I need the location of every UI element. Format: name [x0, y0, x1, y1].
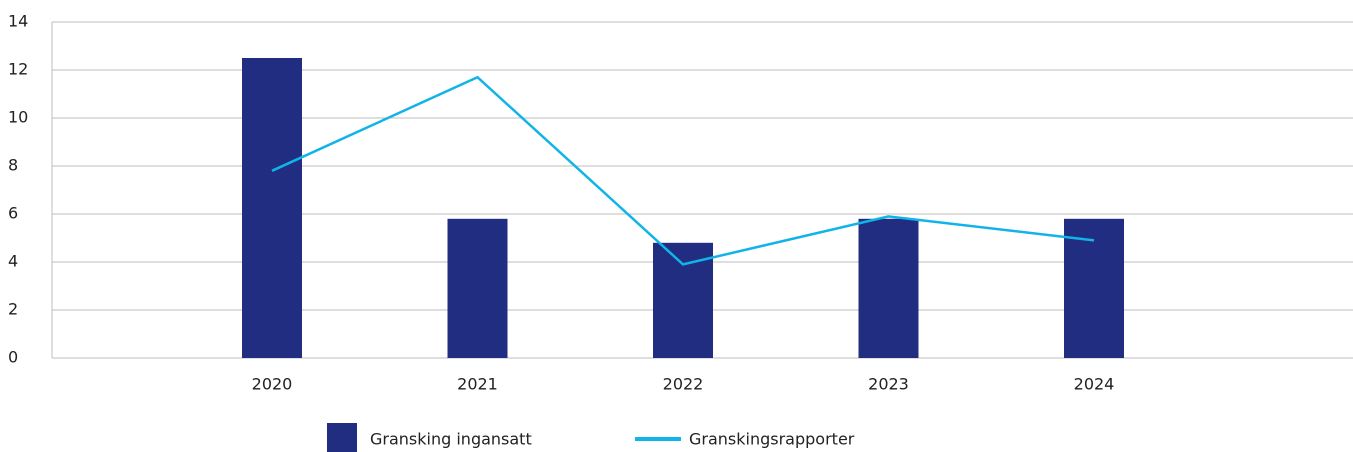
y-tick-label: 8 — [8, 156, 18, 175]
line — [271, 75, 1095, 266]
bar — [858, 218, 919, 358]
bar — [447, 218, 508, 358]
legend-label: Granskingsrapporter — [689, 430, 855, 449]
legend-swatch — [327, 423, 357, 452]
y-tick-label: 12 — [8, 60, 28, 79]
x-tick-label: 2021 — [457, 375, 498, 394]
x-tick-label: 2020 — [252, 375, 293, 394]
legend-label: Gransking ingansatt — [370, 430, 532, 449]
y-tick-label: 2 — [8, 300, 18, 319]
y-tick-label: 14 — [8, 12, 28, 31]
y-tick-label: 10 — [8, 108, 28, 127]
bar — [1064, 218, 1124, 358]
x-tick-label: 2024 — [1074, 375, 1115, 394]
x-tick-label: 2022 — [663, 375, 704, 394]
x-tick-label: 2023 — [868, 375, 909, 394]
bar — [653, 242, 713, 358]
y-tick-label: 6 — [8, 204, 18, 223]
y-tick-label: 4 — [8, 252, 18, 271]
bar — [242, 58, 302, 358]
y-tick-label: 0 — [8, 348, 18, 367]
